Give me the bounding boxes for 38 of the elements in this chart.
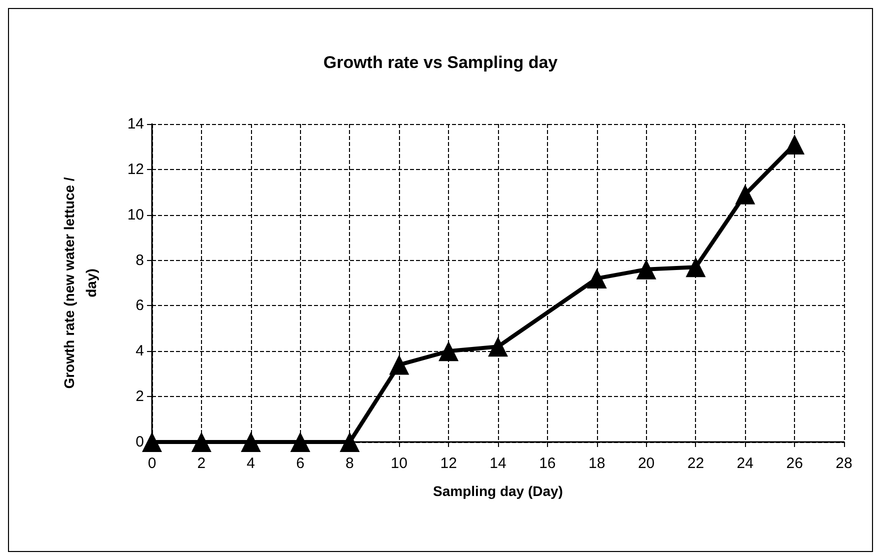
x-tick-label: 16	[539, 455, 556, 472]
y-tick-label: 6	[136, 297, 144, 314]
chart-title: Growth rate vs Sampling day	[323, 53, 558, 72]
point	[389, 354, 410, 375]
x-tick-label: 26	[786, 455, 803, 472]
y-tick-label: 4	[136, 342, 144, 360]
point	[142, 432, 162, 452]
x-tick-label: 14	[490, 455, 506, 472]
x-tick-label: 10	[390, 455, 408, 472]
point	[191, 432, 212, 452]
point	[488, 336, 508, 357]
x-axis-title: Sampling day (Day)	[433, 483, 563, 499]
point	[340, 432, 360, 452]
x-tick-label: 24	[736, 455, 754, 472]
point	[735, 184, 756, 204]
x-tick-label: 4	[246, 455, 256, 472]
x-tick-label: 12	[440, 455, 457, 472]
y-axis-title: Growth rate (new water lettuce / day)	[61, 177, 99, 389]
point	[586, 268, 607, 288]
x-tick-label: 0	[148, 455, 156, 472]
x-tick-label: 20	[638, 455, 655, 472]
point	[438, 341, 459, 362]
point	[636, 259, 656, 280]
point	[686, 257, 706, 278]
x-tick-label: 2	[197, 455, 206, 472]
x-tick-label: 6	[296, 455, 304, 472]
y-tick-label: 0	[136, 434, 144, 450]
point	[290, 432, 310, 452]
x-tick-label: 28	[836, 455, 852, 472]
x-tick-label: 8	[346, 455, 354, 472]
y-tick-label: 10	[127, 206, 144, 224]
y-tick-label: 12	[127, 160, 144, 178]
x-tick-label: 18	[588, 455, 606, 472]
point	[240, 432, 261, 452]
y-tick-label: 8	[136, 252, 144, 269]
y-tick-label: 14	[127, 116, 144, 132]
y-tick-label: 2	[136, 388, 144, 406]
x-tick-label: 22	[687, 455, 704, 472]
